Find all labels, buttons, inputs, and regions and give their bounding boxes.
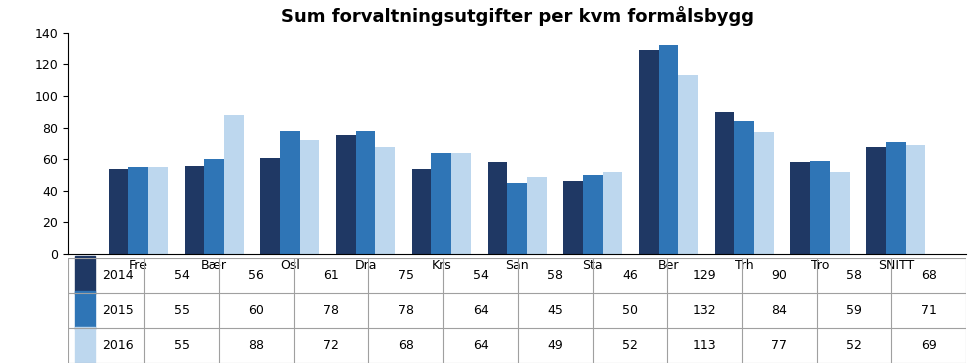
Text: 59: 59 xyxy=(846,304,862,317)
Text: 61: 61 xyxy=(323,269,339,282)
Bar xyxy=(679,76,698,254)
Bar xyxy=(487,162,507,254)
Bar xyxy=(830,172,850,254)
Bar xyxy=(75,256,95,294)
Text: 58: 58 xyxy=(548,269,563,282)
Text: 77: 77 xyxy=(771,339,787,352)
Text: 55: 55 xyxy=(174,339,189,352)
Text: 49: 49 xyxy=(548,339,563,352)
Bar xyxy=(336,135,355,254)
Bar xyxy=(149,167,168,254)
Text: 78: 78 xyxy=(323,304,339,317)
Text: 129: 129 xyxy=(693,269,717,282)
Text: 46: 46 xyxy=(622,269,638,282)
Bar xyxy=(376,147,395,254)
Text: 68: 68 xyxy=(921,269,937,282)
Title: Sum forvaltningsutgifter per kvm formålsbygg: Sum forvaltningsutgifter per kvm formåls… xyxy=(281,5,753,25)
Text: 54: 54 xyxy=(473,269,488,282)
Text: 84: 84 xyxy=(771,304,787,317)
Text: 71: 71 xyxy=(921,304,937,317)
Text: 58: 58 xyxy=(846,269,862,282)
Text: 88: 88 xyxy=(249,339,264,352)
Bar xyxy=(886,142,906,254)
Bar xyxy=(300,140,319,254)
Bar xyxy=(224,115,244,254)
Text: 72: 72 xyxy=(323,339,339,352)
Bar xyxy=(734,121,754,254)
Text: 54: 54 xyxy=(174,269,189,282)
Text: 64: 64 xyxy=(473,339,488,352)
Bar xyxy=(128,167,149,254)
Text: 60: 60 xyxy=(249,304,264,317)
Text: 45: 45 xyxy=(548,304,563,317)
Bar xyxy=(431,153,452,254)
Bar xyxy=(280,131,300,254)
Bar xyxy=(75,326,95,363)
Bar xyxy=(204,159,224,254)
Text: 69: 69 xyxy=(921,339,937,352)
Text: 52: 52 xyxy=(846,339,862,352)
Bar xyxy=(603,172,622,254)
Text: 78: 78 xyxy=(398,304,414,317)
Text: 68: 68 xyxy=(398,339,414,352)
Text: 132: 132 xyxy=(693,304,717,317)
Bar xyxy=(754,132,774,254)
Text: 56: 56 xyxy=(249,269,264,282)
Bar xyxy=(527,176,547,254)
Text: 55: 55 xyxy=(174,304,189,317)
Bar xyxy=(75,291,95,329)
Bar xyxy=(639,50,658,254)
Bar xyxy=(583,175,603,254)
Bar xyxy=(715,112,734,254)
Bar xyxy=(658,45,679,254)
Bar xyxy=(260,158,280,254)
Bar xyxy=(563,182,583,254)
Bar xyxy=(452,153,471,254)
Bar xyxy=(184,166,204,254)
Text: 113: 113 xyxy=(693,339,717,352)
Text: 2015: 2015 xyxy=(102,304,134,317)
Bar xyxy=(109,169,128,254)
Text: 2016: 2016 xyxy=(102,339,134,352)
Bar xyxy=(810,161,830,254)
Text: 64: 64 xyxy=(473,304,488,317)
Bar xyxy=(507,183,527,254)
Bar xyxy=(355,131,376,254)
Text: 90: 90 xyxy=(771,269,787,282)
Bar xyxy=(412,169,431,254)
Bar xyxy=(866,147,886,254)
Bar xyxy=(790,162,810,254)
Bar xyxy=(906,145,925,254)
Text: 52: 52 xyxy=(622,339,638,352)
Text: 2014: 2014 xyxy=(102,269,134,282)
Text: 50: 50 xyxy=(622,304,638,317)
Text: 75: 75 xyxy=(398,269,414,282)
